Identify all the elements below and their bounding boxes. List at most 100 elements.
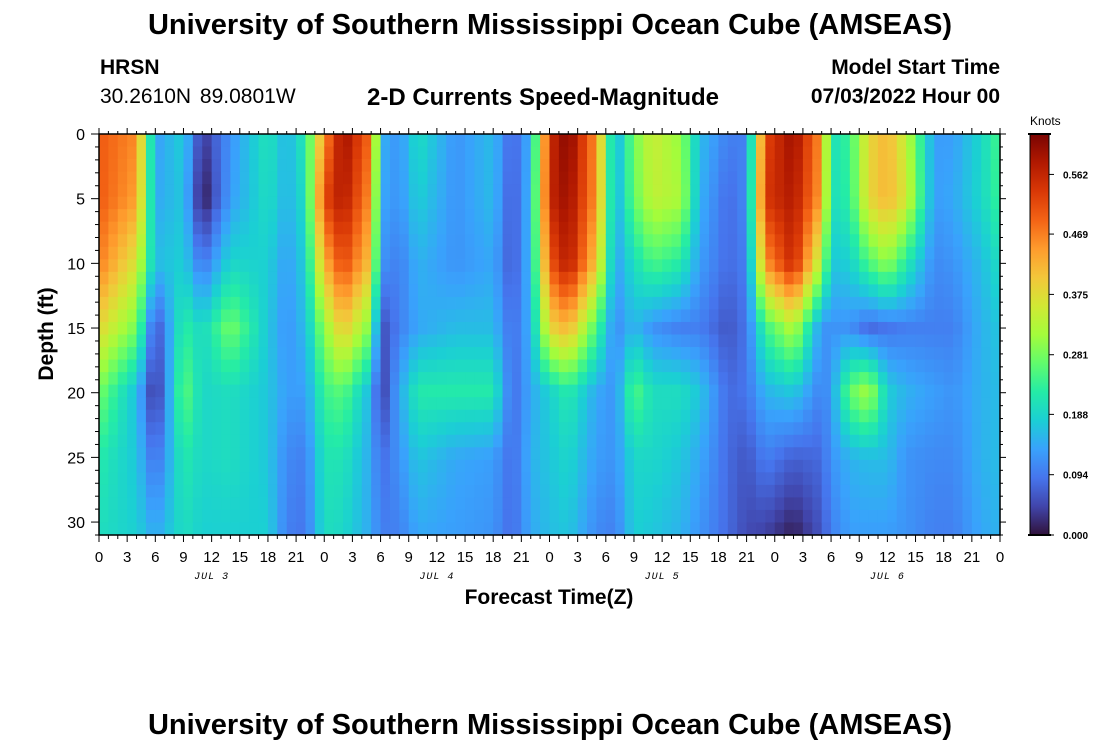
heatmap-cell xyxy=(202,309,213,323)
heatmap-cell xyxy=(981,171,992,185)
heatmap-cell xyxy=(605,271,616,285)
heatmap-cell xyxy=(230,347,241,361)
heatmap-cell xyxy=(521,134,532,148)
heatmap-cell xyxy=(802,509,813,524)
heatmap-cell xyxy=(333,497,344,511)
heatmap-cell xyxy=(981,234,992,248)
heatmap-cell xyxy=(615,209,626,223)
heatmap-cell xyxy=(624,259,635,273)
heatmap-cell xyxy=(962,384,973,398)
heatmap-cell xyxy=(887,522,898,536)
heatmap-cell xyxy=(202,246,213,260)
heatmap-cell xyxy=(915,459,926,473)
heatmap-cell xyxy=(568,359,579,373)
heatmap-cell xyxy=(727,472,738,486)
heatmap-cell xyxy=(455,409,466,423)
heatmap-cell xyxy=(812,397,823,411)
heatmap-cell xyxy=(652,484,663,499)
heatmap-cell xyxy=(924,321,935,336)
heatmap-cell xyxy=(821,284,832,298)
heatmap-cell xyxy=(577,409,588,423)
heatmap-cell xyxy=(877,484,888,499)
heatmap-cell xyxy=(314,347,325,361)
heatmap-cell xyxy=(840,509,851,524)
heatmap-cell xyxy=(915,284,926,298)
heatmap-cell xyxy=(145,171,156,185)
x-tick-label: 9 xyxy=(630,549,638,566)
heatmap-cell xyxy=(896,509,907,524)
heatmap-cell xyxy=(267,434,278,448)
heatmap-cell xyxy=(145,234,156,248)
heatmap-cell xyxy=(183,234,194,248)
heatmap-cell xyxy=(868,447,879,461)
heatmap-cell xyxy=(587,184,598,198)
heatmap-cell xyxy=(277,196,288,210)
heatmap-cell xyxy=(305,459,316,473)
x-tick-label: 0 xyxy=(545,549,553,566)
heatmap-cell xyxy=(436,246,447,260)
heatmap-cell xyxy=(108,259,119,273)
heatmap-cell xyxy=(718,171,729,185)
heatmap-cell xyxy=(211,309,222,323)
heatmap-cell xyxy=(793,146,804,160)
x-tick-label: 21 xyxy=(964,549,981,566)
heatmap-cell xyxy=(136,271,147,285)
heatmap-cell xyxy=(183,434,194,448)
heatmap-cell xyxy=(587,296,598,311)
x-tick-label: 6 xyxy=(376,549,384,566)
heatmap-cell xyxy=(971,309,982,323)
heatmap-cell xyxy=(502,271,513,285)
heatmap-cell xyxy=(502,459,513,473)
heatmap-cell xyxy=(652,171,663,185)
heatmap-cell xyxy=(699,347,710,361)
heatmap-cell xyxy=(680,372,691,386)
heatmap-cell xyxy=(887,434,898,448)
heatmap-cell xyxy=(887,384,898,398)
heatmap-cell xyxy=(380,171,391,185)
heatmap-cell xyxy=(446,146,457,160)
heatmap-cell xyxy=(746,321,757,336)
heatmap-cell xyxy=(755,497,766,511)
heatmap-cell xyxy=(239,184,250,198)
heatmap-cell xyxy=(343,447,354,461)
heatmap-cell xyxy=(971,184,982,198)
heatmap-cell xyxy=(211,321,222,336)
heatmap-cell xyxy=(211,234,222,248)
heatmap-cell xyxy=(446,409,457,423)
heatmap-cell xyxy=(765,472,776,486)
heatmap-cell xyxy=(784,146,795,160)
heatmap-cell xyxy=(990,472,1001,486)
heatmap-cell xyxy=(887,321,898,336)
heatmap-cell xyxy=(587,171,598,185)
heatmap-cell xyxy=(371,171,382,185)
heatmap-cell xyxy=(840,196,851,210)
heatmap-cell xyxy=(267,422,278,436)
heatmap-cell xyxy=(849,221,860,235)
heatmap-cell xyxy=(483,221,494,235)
heatmap-cell xyxy=(680,246,691,260)
heatmap-cell xyxy=(765,484,776,499)
heatmap-cell xyxy=(737,372,748,386)
heatmap-cell xyxy=(511,134,522,148)
heatmap-cell xyxy=(615,359,626,373)
heatmap-cell xyxy=(474,221,485,235)
heatmap-cell xyxy=(192,472,203,486)
heatmap-cell xyxy=(906,196,917,210)
model-start-label: Model Start Time xyxy=(831,56,1000,79)
heatmap-cell xyxy=(981,484,992,499)
x-tick-label: 18 xyxy=(260,549,277,566)
heatmap-cell xyxy=(465,296,476,311)
heatmap-cell xyxy=(662,359,673,373)
heatmap-cell xyxy=(127,209,138,223)
heatmap-cell xyxy=(877,159,888,173)
heatmap-cell xyxy=(577,347,588,361)
y-tick-label: 5 xyxy=(76,192,85,209)
heatmap-cell xyxy=(784,447,795,461)
heatmap-cell xyxy=(286,196,297,210)
heatmap-cell xyxy=(202,171,213,185)
heatmap-cell xyxy=(408,209,419,223)
heatmap-cell xyxy=(615,184,626,198)
heatmap-cell xyxy=(859,484,870,499)
heatmap-cell xyxy=(568,159,579,173)
heatmap-cell xyxy=(296,259,307,273)
